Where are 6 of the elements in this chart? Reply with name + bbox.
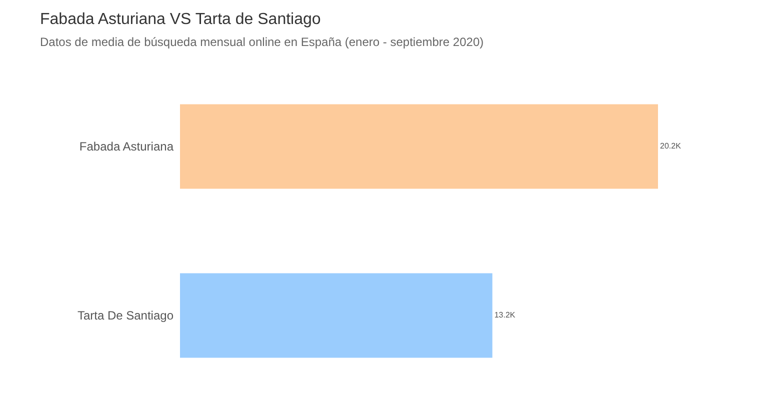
chart-title: Fabada Asturiana VS Tarta de Santiago (40, 11, 321, 28)
y-tick-label: Tarta De Santiago (77, 308, 174, 322)
chart-subtitle: Datos de media de búsqueda mensual online en España (enero - septiembre 2020) (40, 35, 484, 49)
data-label: 20.2K (660, 142, 682, 150)
y-tick-label: Fabada Asturiana (79, 140, 174, 154)
data-label: 13.2K (494, 310, 516, 320)
